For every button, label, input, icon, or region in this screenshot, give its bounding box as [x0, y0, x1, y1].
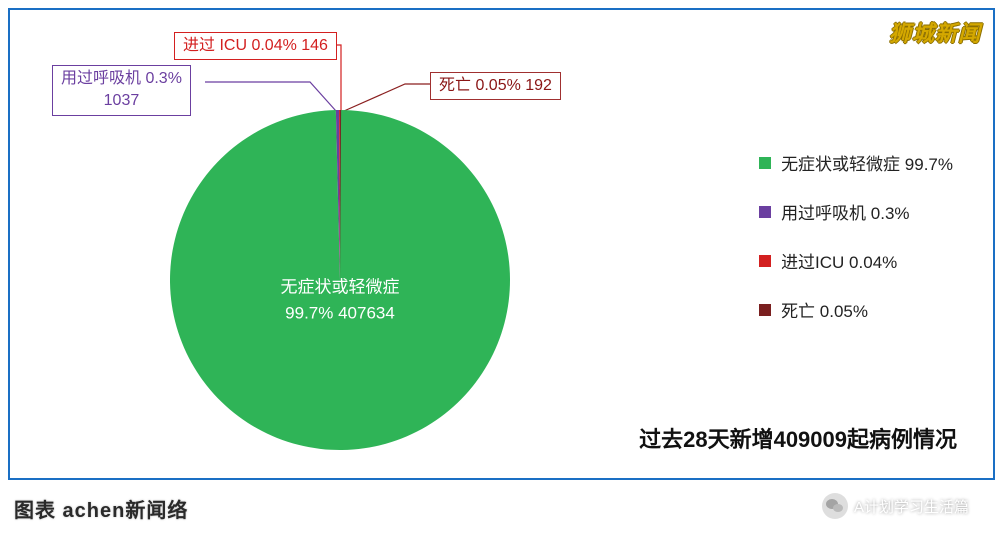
pie-chart: 无症状或轻微症 99.7% 407634 [170, 110, 510, 450]
pie-center-line2: 99.7% 407634 [285, 303, 395, 322]
callout-ventilator-line1: 用过呼吸机 0.3% [61, 70, 182, 87]
callout-ventilator-line2: 1037 [104, 92, 140, 109]
legend-item-death: 死亡 0.05% [759, 297, 953, 322]
bottom-caption: 图表 achen新闻络 [14, 494, 188, 523]
callout-death: 死亡 0.05% 192 [430, 72, 561, 100]
legend-swatch [759, 157, 771, 169]
callout-icu-text: 进过 ICU 0.04% 146 [183, 37, 328, 54]
wechat-text: A计划学习生活篇 [854, 496, 969, 517]
callout-icu: 进过 ICU 0.04% 146 [174, 32, 337, 60]
pie-center-line1: 无症状或轻微症 [281, 278, 400, 297]
wechat-badge: A计划学习生活篇 [822, 493, 969, 519]
legend-item-icu: 进过ICU 0.04% [759, 248, 953, 273]
legend-item-ventilator: 用过呼吸机 0.3% [759, 199, 953, 224]
watermark-top: 狮城新闻 [889, 16, 981, 48]
callout-death-text: 死亡 0.05% 192 [439, 77, 552, 94]
legend-swatch [759, 255, 771, 267]
legend-label: 进过ICU 0.04% [781, 248, 897, 273]
legend-swatch [759, 206, 771, 218]
callout-ventilator: 用过呼吸机 0.3% 1037 [52, 65, 191, 116]
legend: 无症状或轻微症 99.7% 用过呼吸机 0.3% 进过ICU 0.04% 死亡 0.0… [759, 150, 953, 346]
pie-center-label: 无症状或轻微症 99.7% 407634 [281, 275, 400, 326]
legend-label: 死亡 0.05% [781, 297, 868, 322]
wechat-icon [822, 493, 848, 519]
legend-label: 用过呼吸机 0.3% [781, 199, 909, 224]
legend-item-asymptomatic: 无症状或轻微症 99.7% [759, 150, 953, 175]
legend-label: 无症状或轻微症 99.7% [781, 150, 953, 175]
legend-swatch [759, 304, 771, 316]
chart-frame: 狮城新闻 用过呼吸机 0.3% 1037 进过 ICU 0.04% 146 死亡… [8, 8, 995, 480]
chart-subtitle: 过去28天新增409009起病例情况 [639, 422, 957, 454]
